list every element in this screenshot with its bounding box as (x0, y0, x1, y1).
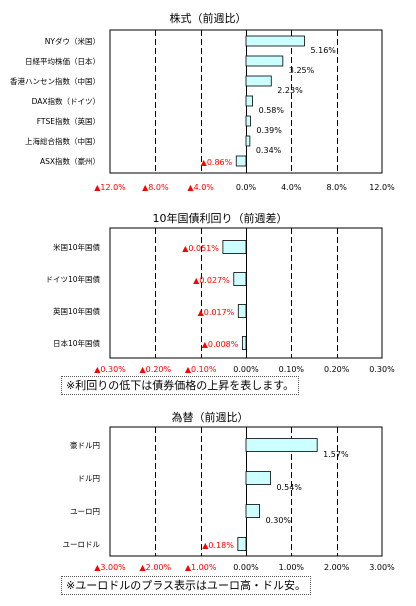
bar (245, 471, 271, 485)
bar (222, 240, 247, 254)
tick-label: 0.00% (233, 563, 259, 572)
bar (241, 336, 247, 350)
category-label: 日経平均株価（日本） (25, 56, 100, 66)
chart-title: 為替（前週比） (172, 410, 249, 424)
bar (235, 155, 247, 167)
tick-label: 0.30% (369, 365, 395, 374)
tick-label: 12.0% (369, 183, 395, 192)
bar (245, 115, 251, 127)
category-label: DAX指数（ドイツ） (32, 96, 100, 106)
tick-label: ▲0.10% (185, 365, 217, 374)
value-label: 0.58% (259, 106, 285, 115)
value-label: ▲0.017% (198, 308, 235, 317)
category-label: FTSE指数（英国） (37, 116, 100, 126)
tick-label: ▲1.00% (185, 563, 217, 572)
value-label: 1.57% (323, 450, 349, 459)
category-label: 上海総合指数（中国） (25, 136, 100, 146)
category-label: ユーロドル (63, 540, 101, 549)
category-label: 英国10年国債 (53, 306, 101, 316)
bar (245, 438, 318, 452)
value-label: 0.34% (256, 146, 282, 155)
chart-1: 株式（前週比） ▲12.0% ▲8.0% ▲4.0% 0.0% 4.0% 8.0% 12.0%… (10, 11, 395, 192)
value-label: 2.23% (277, 86, 303, 95)
tick-label: ▲2.00% (140, 563, 172, 572)
chart-note: ※利回りの低下は債券価格の上昇を表します。 (61, 376, 300, 395)
tick-label: ▲8.0% (142, 183, 169, 192)
value-label: 0.54% (276, 483, 302, 492)
chart-title: 株式（前週比） (170, 11, 247, 25)
tick-label: 0.00% (233, 365, 259, 374)
tick-label: 4.0% (281, 183, 302, 192)
tick-label: 2.00% (324, 563, 350, 572)
bar (237, 537, 247, 551)
value-label: 5.16% (310, 46, 336, 55)
category-label: 日本10年国債 (53, 338, 101, 348)
tick-label: ▲12.0% (94, 183, 126, 192)
bar (245, 95, 253, 107)
chart-note: ※ユーロドルのプラス表示はユーロ高・ドル安。 (61, 576, 311, 595)
bar (245, 35, 305, 47)
category-label: NYダウ（米国） (45, 36, 100, 46)
value-label: 0.39% (256, 126, 282, 135)
bar (245, 55, 284, 67)
value-label: ▲0.051% (182, 244, 219, 253)
category-label: 豪ドル円 (70, 440, 100, 450)
category-label: ドル円 (78, 474, 101, 483)
tick-label: ▲0.30% (94, 365, 126, 374)
bar (245, 135, 251, 147)
tick-label: 3.00% (369, 563, 395, 572)
tick-label: 0.10% (279, 365, 305, 374)
category-label: 香港ハンセン指数（中国） (10, 76, 100, 86)
category-label: ユーロ円 (70, 507, 100, 516)
chart-3: 為替（前週比） ▲3.00% ▲2.00% ▲1.00% 0.00% 1.00% 2.00%… (63, 410, 396, 572)
bar (233, 272, 247, 286)
category-label: ASX指数（豪州） (40, 156, 100, 166)
bar (237, 304, 247, 318)
value-label: 3.25% (289, 66, 315, 75)
value-label: 0.30% (266, 516, 292, 525)
bar (245, 75, 272, 87)
tick-label: 8.0% (327, 183, 348, 192)
category-label: 米国10年国債 (53, 242, 101, 252)
chart-title: 10年国債利回り（前週差） (153, 211, 288, 225)
value-label: ▲0.008% (202, 340, 239, 349)
tick-label: 0.20% (324, 365, 350, 374)
tick-label: ▲0.20% (140, 365, 172, 374)
tick-label: ▲4.0% (187, 183, 214, 192)
bar (245, 504, 261, 518)
value-label: ▲0.027% (193, 276, 230, 285)
chart-2: 10年国債利回り（前週差） ▲0.30% ▲0.20% ▲0.10% 0.00% 0.10… (45, 211, 395, 374)
tick-label: 1.00% (279, 563, 305, 572)
category-label: ドイツ10年国債 (45, 274, 100, 284)
tick-label: ▲3.00% (94, 563, 126, 572)
tick-label: 0.0% (236, 183, 257, 192)
value-label: ▲0.86% (201, 158, 233, 167)
value-label: ▲0.18% (202, 541, 234, 550)
